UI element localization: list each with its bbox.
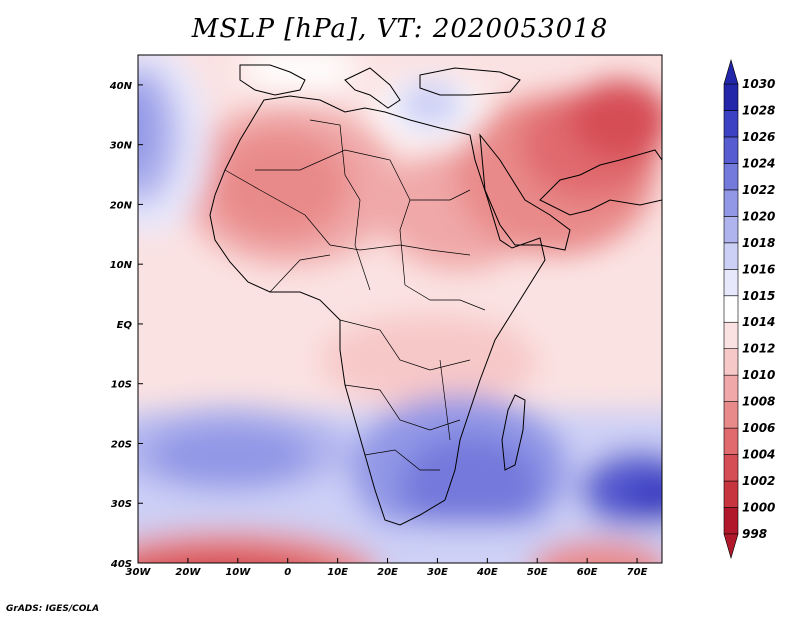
- colorbar-label: 998: [742, 527, 767, 541]
- lon-tick-label: 50E: [527, 567, 548, 578]
- colorbar: 998 1000 1002 1004 1006 1008 1010 1012 1014 1015 1…: [723, 58, 775, 560]
- lon-tick-label: 10W: [225, 567, 251, 578]
- lat-tick-label: 20N: [110, 200, 133, 211]
- colorbar-label: 1024: [742, 156, 775, 170]
- colorbar-top-arrow: [723, 58, 739, 85]
- lon-tick-label: 20E: [377, 567, 398, 578]
- colorbar-swatch: [723, 401, 739, 429]
- colorbar-label: 1002: [742, 474, 775, 488]
- mslp-map: 30W 20W 10W 0 10E 20E 30E 40E 50E 60E 70E 40N 30N 20N…: [109, 54, 775, 578]
- colorbar-label: 1016: [742, 262, 775, 276]
- axis-ticks: 30W 20W 10W 0 10E 20E 30E 40E 50E 60E 70E 40N 30N 20N…: [109, 81, 648, 578]
- colorbar-swatch: [723, 480, 739, 508]
- lat-tick-label: 40N: [109, 81, 133, 92]
- colorbar-label: 1026: [742, 130, 775, 144]
- colorbar-swatch: [723, 295, 739, 323]
- lat-tick-label: 20S: [111, 439, 132, 450]
- colorbar-label: 1028: [742, 103, 775, 117]
- lon-tick-label: 20W: [175, 567, 201, 578]
- lon-tick-label: 30W: [126, 567, 152, 578]
- colorbar-swatch: [723, 507, 739, 535]
- footer-credit: GrADS: IGES/COLA: [6, 604, 100, 614]
- colorbar-bottom-arrow: [723, 533, 739, 560]
- colorbar-swatch: [723, 216, 739, 244]
- colorbar-label: 1018: [742, 236, 775, 250]
- chart-title: MSLP [hPa], VT: 2020053018: [191, 14, 609, 44]
- colorbar-label: 1020: [742, 209, 775, 223]
- colorbar-label: 1000: [742, 501, 775, 515]
- colorbar-swatch: [723, 242, 739, 270]
- colorbar-swatch: [723, 110, 739, 138]
- colorbar-label: 1008: [742, 395, 775, 409]
- colorbar-swatch: [723, 454, 739, 482]
- colorbar-swatch: [723, 83, 739, 111]
- colorbar-label: 1010: [742, 368, 775, 382]
- country-borders: [224, 119, 486, 471]
- colorbar-label: 1004: [742, 448, 775, 462]
- colorbar-swatch: [723, 427, 739, 455]
- colorbar-swatch: [723, 374, 739, 402]
- colorbar-label: 1022: [742, 183, 775, 197]
- colorbar-swatch: [723, 136, 739, 164]
- colorbar-swatch: [723, 189, 739, 217]
- lon-tick-label: 10E: [327, 567, 348, 578]
- lon-tick-label: 70E: [627, 567, 648, 578]
- colorbar-label: 1014: [742, 315, 775, 329]
- colorbar-label: 1006: [742, 421, 775, 435]
- colorbar-swatch: [723, 163, 739, 191]
- colorbar-swatch: [723, 268, 739, 297]
- lon-tick-label: 60E: [577, 567, 598, 578]
- colorbar-swatch: [723, 348, 739, 376]
- pressure-field: [138, 55, 662, 563]
- map-frame: [137, 54, 663, 564]
- lon-tick-label: 30E: [427, 567, 448, 578]
- lon-tick-label: 40E: [476, 567, 498, 578]
- coastlines: [209, 64, 662, 526]
- colorbar-swatch: [723, 321, 739, 350]
- colorbar-label: 1012: [742, 342, 775, 356]
- lat-tick-label: EQ: [117, 320, 133, 331]
- colorbar-label: 1015: [742, 289, 775, 303]
- lat-tick-label: 40S: [110, 559, 132, 570]
- lat-tick-label: 10N: [110, 260, 133, 271]
- lat-tick-label: 30S: [111, 499, 132, 510]
- lat-tick-label: 30N: [110, 141, 133, 152]
- colorbar-label: 1030: [742, 77, 775, 91]
- lon-tick-label: 0: [284, 567, 291, 578]
- lat-tick-label: 10S: [111, 380, 132, 391]
